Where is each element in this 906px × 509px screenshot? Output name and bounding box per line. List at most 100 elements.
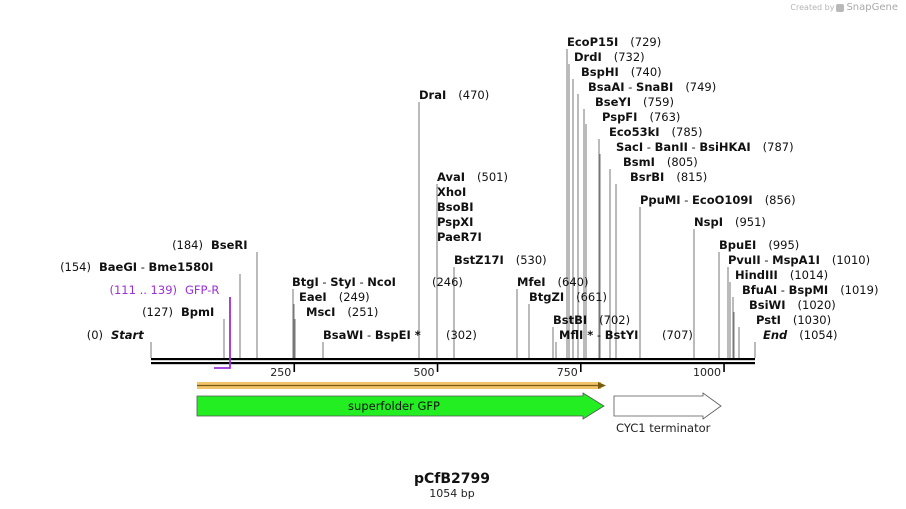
site-label-msci[interactable]: MscI xyxy=(306,305,335,319)
site-label-bsawi[interactable]: BsaWI - BspEI * xyxy=(323,328,421,342)
site-label-baegi[interactable]: BaeGI - Bme1580I xyxy=(99,260,213,274)
site-label-xhoi[interactable]: XhoI xyxy=(437,185,466,199)
site-label-bsiwi[interactable]: BsiWI xyxy=(749,298,786,312)
site-label-bstbi[interactable]: BstBI xyxy=(553,313,587,327)
site-btgzi[interactable]: BtgZI (661) xyxy=(529,290,607,304)
site-label-bpuei[interactable]: BpuEI xyxy=(719,238,756,252)
site-name-eco53ki-0: Eco53kI xyxy=(609,125,660,139)
site-label-saci[interactable]: SacI - BanII - BsiHKAI xyxy=(616,140,751,154)
site-bstz17i[interactable]: BstZ17I (530) xyxy=(454,253,547,267)
site-label-bpmi[interactable]: BpmI xyxy=(181,305,214,319)
site-label-btgzi[interactable]: BtgZI xyxy=(529,290,564,304)
site-label-btgi[interactable]: BtgI - StyI - NcoI xyxy=(292,275,396,289)
site-label-bsaai[interactable]: BsaAI - SnaBI xyxy=(588,80,673,94)
site-bsobi[interactable]: BsoBI xyxy=(437,200,474,214)
site-label-drdi[interactable]: DrdI xyxy=(574,50,602,64)
site-bseri[interactable]: (184) BseRI xyxy=(172,238,247,252)
site-label-bseri[interactable]: BseRI xyxy=(211,238,248,252)
site-bpmi[interactable]: (127) BpmI xyxy=(142,305,214,319)
site-label-pspxi[interactable]: PspXI xyxy=(437,215,473,229)
site-name-psti-0: PstI xyxy=(756,313,781,327)
tick-label-500: 500 xyxy=(414,366,435,379)
site-label-mfei[interactable]: MfeI xyxy=(517,275,546,289)
site-label-mfli[interactable]: MflI * - BstYI xyxy=(559,328,638,342)
site-label-hindiii[interactable]: HindIII xyxy=(735,268,778,282)
site-mfei[interactable]: MfeI (640) xyxy=(517,275,588,289)
site-name-bsaai-0: BsaAI xyxy=(588,80,625,94)
site-label-bsrbi[interactable]: BsrBI xyxy=(630,170,664,184)
site-label-psti[interactable]: PstI xyxy=(756,313,781,327)
site-label-drai[interactable]: DraI xyxy=(419,88,446,102)
site-label-eaei[interactable]: EaeI xyxy=(299,290,327,304)
site-bfuai[interactable]: BfuAI - BspMI (1019) xyxy=(742,283,878,297)
site-position-drdi: (732) xyxy=(614,50,645,64)
site-label-eco53ki[interactable]: Eco53kI xyxy=(609,125,660,139)
site-bseyi[interactable]: BseYI (759) xyxy=(595,95,674,109)
site-paer7i[interactable]: PaeR7I xyxy=(437,230,482,244)
site-ecop15i[interactable]: EcoP15I (729) xyxy=(567,35,661,49)
site-position-bsiwi: (1020) xyxy=(798,298,836,312)
site-pspfi[interactable]: PspFI (763) xyxy=(602,110,680,124)
feature-superfolder-gfp[interactable]: superfolder GFP xyxy=(196,392,605,420)
site-drdi[interactable]: DrdI (732) xyxy=(574,50,645,64)
site-name-saci-1: BanII xyxy=(655,140,688,154)
site-ppumi[interactable]: PpuMI - EcoO109I (856) xyxy=(640,193,796,207)
site-label-bsmi[interactable]: BsmI xyxy=(623,155,655,169)
site-baegi[interactable]: (154) BaeGI - Bme1580I xyxy=(60,260,213,274)
site-mfli[interactable]: MflI * - BstYI (707) xyxy=(559,328,693,342)
site-label-end[interactable]: End xyxy=(763,328,788,342)
site-label-ppumi[interactable]: PpuMI - EcoO109I xyxy=(640,193,753,207)
primer-gfp-r[interactable]: (111 .. 139) GFP-R xyxy=(110,283,231,369)
site-bsphi[interactable]: BspHI (740) xyxy=(581,65,662,79)
site-end[interactable]: End (1054) xyxy=(763,328,838,342)
site-bsiwi[interactable]: BsiWI (1020) xyxy=(749,298,836,312)
site-eco53ki[interactable]: Eco53kI (785) xyxy=(609,125,702,139)
site-hindiii[interactable]: HindIII (1014) xyxy=(735,268,828,282)
site-label-avai[interactable]: AvaI xyxy=(437,170,465,184)
site-xhoi[interactable]: XhoI xyxy=(437,185,466,199)
site-bsrbi[interactable]: BsrBI (815) xyxy=(630,170,707,184)
site-name-mfei-0: MfeI xyxy=(517,275,546,289)
cyc1-terminator-arrow[interactable] xyxy=(613,392,722,420)
site-msci[interactable]: MscI (251) xyxy=(306,305,378,319)
site-position-bstbi: (702) xyxy=(599,313,630,327)
credit-brand: SnapGene xyxy=(846,2,898,13)
site-label-bseyi[interactable]: BseYI xyxy=(595,95,631,109)
site-bsmi[interactable]: BsmI (805) xyxy=(623,155,698,169)
site-name-mfli-0: MflI xyxy=(559,328,583,342)
site-label-nspi[interactable]: NspI xyxy=(694,215,723,229)
site-pvuii[interactable]: PvuII - MspA1I (1010) xyxy=(728,253,870,267)
site-position-bsmi: (805) xyxy=(667,155,698,169)
site-psti[interactable]: PstI (1030) xyxy=(756,313,831,327)
site-label-ecop15i[interactable]: EcoP15I xyxy=(567,35,618,49)
site-label-bsobi[interactable]: BsoBI xyxy=(437,200,474,214)
site-bpuei[interactable]: BpuEI (995) xyxy=(719,238,799,252)
primer-gfp-r-arrow[interactable] xyxy=(214,297,231,369)
site-label-paer7i[interactable]: PaeR7I xyxy=(437,230,482,244)
site-saci[interactable]: SacI - BanII - BsiHKAI (787) xyxy=(616,140,794,154)
site-bstbi[interactable]: BstBI (702) xyxy=(553,313,630,327)
site-drai[interactable]: DraI (470) xyxy=(419,88,489,102)
site-name-start-0: Start xyxy=(111,328,144,342)
site-label-pvuii[interactable]: PvuII - MspA1I xyxy=(728,253,820,267)
site-pspxi[interactable]: PspXI xyxy=(437,215,473,229)
superfolder-gfp-arrow[interactable] xyxy=(196,392,605,420)
site-label-start[interactable]: Start xyxy=(111,328,144,342)
site-name-avai-0: AvaI xyxy=(437,170,465,184)
site-eaei[interactable]: EaeI (249) xyxy=(299,290,370,304)
feature-cyc1-terminator[interactable]: CYC1 terminator xyxy=(613,392,722,435)
site-position-bsawi: (302) xyxy=(446,328,477,342)
site-bsaai[interactable]: BsaAI - SnaBI (749) xyxy=(588,80,716,94)
site-btgi[interactable]: BtgI - StyI - NcoI (246) xyxy=(292,275,463,289)
site-label-bsphi[interactable]: BspHI xyxy=(581,65,619,79)
site-avai[interactable]: AvaI (501) xyxy=(437,170,508,184)
site-name-ppumi-1: EcoO109I xyxy=(692,193,753,207)
site-start[interactable]: (0) Start xyxy=(87,328,145,342)
site-nspi[interactable]: NspI (951) xyxy=(694,215,766,229)
site-label-bstz17i[interactable]: BstZ17I xyxy=(454,253,504,267)
site-label-bfuai[interactable]: BfuAI - BspMI xyxy=(742,283,828,297)
site-bsawi[interactable]: BsaWI - BspEI * (302) xyxy=(323,328,477,342)
site-name-xhoi-0: XhoI xyxy=(437,185,466,199)
site-label-pspfi[interactable]: PspFI xyxy=(602,110,637,124)
orf-arrow[interactable] xyxy=(197,382,606,389)
